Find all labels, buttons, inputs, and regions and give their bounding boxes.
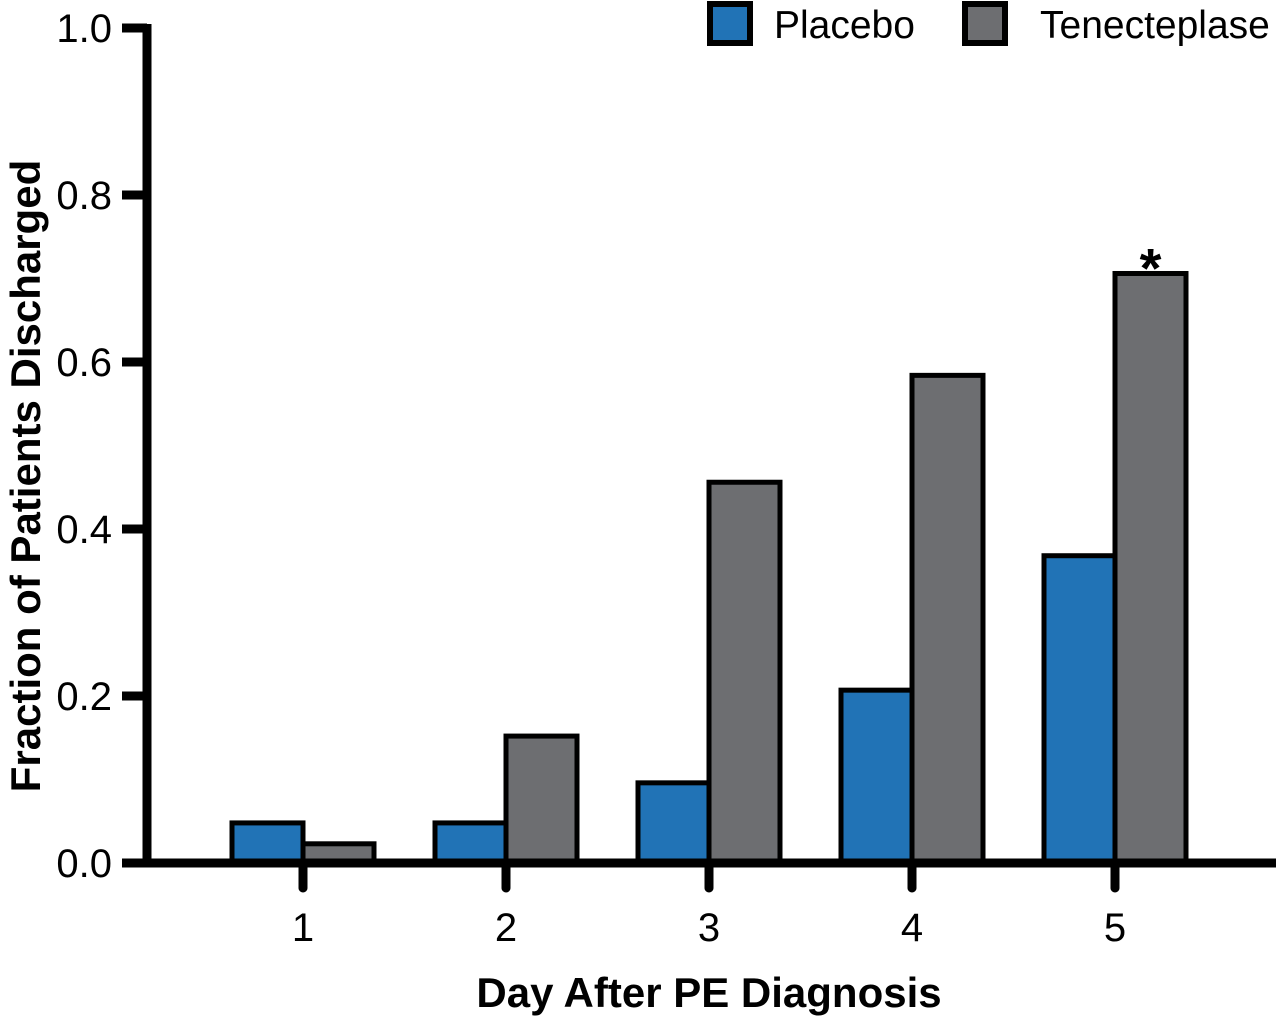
legend-label-tenecteplase: Tenecteplase xyxy=(1040,4,1270,47)
bar-tenecteplase-day-5 xyxy=(1112,270,1189,866)
legend-swatch-tenecteplase xyxy=(962,1,1008,46)
y-tick-label: 0.2 xyxy=(56,675,112,719)
x-tick-label: 5 xyxy=(1104,906,1126,950)
bar-tenecteplase-day-2 xyxy=(503,733,580,866)
bar-placebo-day-4 xyxy=(838,687,915,866)
x-tick-label: 4 xyxy=(901,906,923,950)
x-tick-label: 3 xyxy=(698,906,720,950)
axes-group xyxy=(122,23,1276,893)
legend: Placebo Tenecteplase xyxy=(707,1,1270,47)
significance-asterisk: * xyxy=(1140,236,1162,299)
bar-tenecteplase-day-4 xyxy=(909,372,986,866)
bar-placebo-day-2 xyxy=(432,820,509,866)
bars-group xyxy=(229,270,1189,866)
y-tick-label: 0.4 xyxy=(56,508,112,552)
x-tick-labels-group: 1 2 3 4 5 xyxy=(292,906,1126,950)
x-axis-title: Day After PE Diagnosis xyxy=(476,969,941,1016)
legend-label-placebo: Placebo xyxy=(774,4,915,47)
y-axis-title: Fraction of Patients Discharged xyxy=(2,160,49,792)
bar-placebo-day-3 xyxy=(635,780,712,866)
y-tick-label: 0.6 xyxy=(56,341,112,385)
annotations-group: * xyxy=(1140,236,1162,299)
x-tick-label: 1 xyxy=(292,906,314,950)
legend-swatch-placebo xyxy=(707,1,753,46)
y-tick-label: 0.0 xyxy=(56,842,112,886)
bar-placebo-day-1 xyxy=(229,820,306,866)
bar-placebo-day-5 xyxy=(1041,553,1118,866)
y-tick-labels-group: 0.0 0.2 0.4 0.6 0.8 1.0 xyxy=(56,7,112,886)
y-tick-label: 0.8 xyxy=(56,174,112,218)
bar-tenecteplase-day-3 xyxy=(706,479,783,866)
x-tick-label: 2 xyxy=(495,906,517,950)
y-tick-label: 1.0 xyxy=(56,7,112,51)
